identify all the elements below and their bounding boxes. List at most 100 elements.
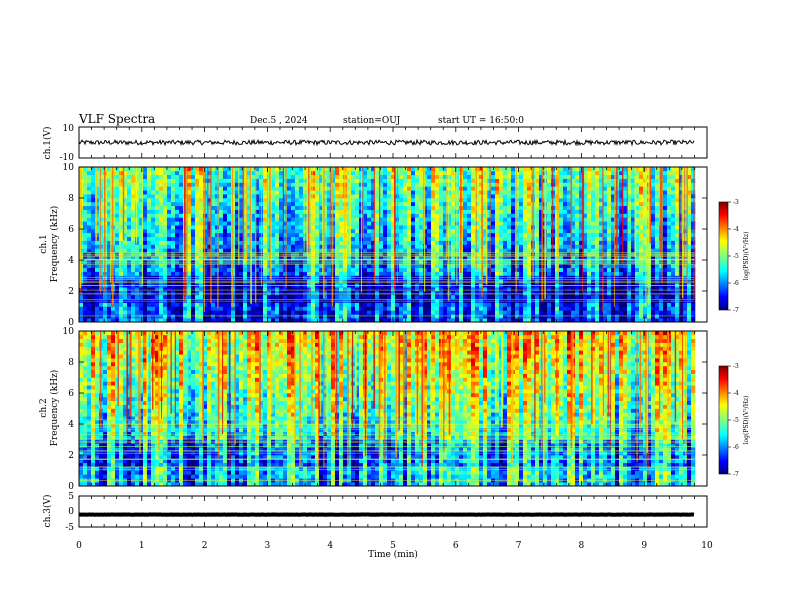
spectrogram-cell <box>507 287 512 292</box>
spectrogram-cell <box>391 190 396 195</box>
spectrogram-cell <box>515 302 520 307</box>
spectrogram-cell <box>171 302 176 307</box>
spectrogram-cell <box>355 267 360 272</box>
spectrogram-cell <box>179 174 184 179</box>
spectrogram-cell <box>539 182 544 187</box>
spectrogram-cell <box>403 178 408 183</box>
spectrogram-cell <box>327 209 332 214</box>
spectrogram-cell <box>123 256 128 261</box>
spectrogram-cell <box>435 244 440 249</box>
spectrogram-cell <box>467 267 472 272</box>
spectrogram-cell <box>259 244 264 249</box>
spectrogram-cell <box>267 229 272 234</box>
spectrogram-cell <box>291 170 296 176</box>
spectrogram-cell <box>459 291 464 296</box>
spectrogram-cell <box>255 221 260 226</box>
spectrogram-cell <box>307 310 312 315</box>
spectrogram-cell <box>231 318 236 322</box>
spectrogram-cell <box>555 314 560 319</box>
spectrogram-cell <box>415 209 420 214</box>
spectrogram-cell <box>479 248 484 253</box>
spectrogram-cell <box>539 174 544 179</box>
spectrogram-cell <box>451 186 456 191</box>
spectrogram-cell <box>487 217 492 222</box>
spectrogram-cell <box>99 198 104 203</box>
spectrogram-cell <box>563 186 568 191</box>
spectrogram-cell <box>443 167 448 172</box>
spectrogram-cell <box>499 225 504 230</box>
spectrogram-cell <box>431 182 436 187</box>
spectrogram-cell <box>91 244 96 249</box>
spectrogram-cell <box>195 229 200 234</box>
spectrogram-cell <box>491 182 496 187</box>
spectrogram-cell <box>379 170 384 176</box>
spectrogram-cell <box>127 263 132 269</box>
spectrogram-cell <box>279 174 284 179</box>
spectrogram-cell <box>255 302 260 307</box>
spectrogram-cell <box>143 182 148 187</box>
spectrogram-cell <box>371 205 376 210</box>
spectrogram-cell <box>163 256 168 261</box>
spectrogram-cell <box>123 213 128 218</box>
spectrogram-cell <box>135 170 140 176</box>
spectrogram-cell <box>255 287 260 292</box>
spectrogram-cell <box>559 302 564 307</box>
spectrogram-cell <box>435 287 440 292</box>
spectrogram-cell <box>175 302 180 307</box>
spectrogram-cell <box>175 201 180 207</box>
spectrogram-cell <box>271 291 276 296</box>
spectrogram-cell <box>131 240 136 245</box>
spectrogram-cell <box>295 263 300 269</box>
spectrogram-cell <box>267 221 272 226</box>
spectrogram-cell <box>323 232 328 238</box>
spectrogram-cell <box>187 314 192 319</box>
spectrogram-cell <box>99 271 104 276</box>
spectrogram-cell <box>419 194 424 199</box>
spectrogram-cell <box>339 256 344 261</box>
spectrogram-cell <box>199 306 204 311</box>
spectrogram-cell <box>323 174 328 179</box>
spectrogram-cell <box>439 267 444 272</box>
spectrogram-cell <box>267 287 272 292</box>
spectrogram-cell <box>411 167 416 172</box>
spectrogram-cell <box>335 174 340 179</box>
spectrogram-cell <box>123 182 128 187</box>
spectrogram-cell <box>371 267 376 272</box>
spectrogram-cell <box>175 167 180 172</box>
spectrogram-cell <box>199 170 204 176</box>
spectrogram-cell <box>315 236 320 241</box>
spectrogram-cell <box>371 244 376 249</box>
spectrogram-cell <box>355 205 360 210</box>
spectrogram-cell <box>311 221 316 226</box>
spectrogram-cell <box>251 287 256 292</box>
spectrogram-cell <box>371 318 376 322</box>
spectrogram-cell <box>451 229 456 234</box>
spectrogram-cell <box>451 205 456 210</box>
spectrogram-cell <box>491 291 496 296</box>
spectrogram-cell <box>283 201 288 207</box>
spectrogram-cell <box>555 205 560 210</box>
spectrogram-cell <box>407 256 412 261</box>
spectrogram-cell <box>483 170 488 176</box>
spectrogram-cell <box>439 263 444 269</box>
spectrogram-cell <box>555 229 560 234</box>
spectrogram-cell <box>215 174 220 179</box>
spectrogram-cell <box>395 294 400 300</box>
spectrogram-cell <box>383 170 388 176</box>
spectrogram-cell <box>391 310 396 315</box>
spectrogram-cell <box>323 190 328 195</box>
spectrogram-cell <box>491 170 496 176</box>
spectrogram-cell <box>527 236 532 241</box>
spectrogram-cell <box>307 287 312 292</box>
spectrogram-cell <box>447 306 452 311</box>
spectrogram-cell <box>251 174 256 179</box>
spectrogram-cell <box>211 186 216 191</box>
spectrogram-cell <box>271 263 276 269</box>
spectrogram-cell <box>107 271 112 276</box>
spectrogram-cell <box>419 267 424 272</box>
spectrogram-cell <box>147 201 152 207</box>
spectrogram-cell <box>155 174 160 179</box>
spectrogram-cell <box>519 244 524 249</box>
spectrogram-cell <box>131 229 136 234</box>
spectrogram-cell <box>515 209 520 214</box>
